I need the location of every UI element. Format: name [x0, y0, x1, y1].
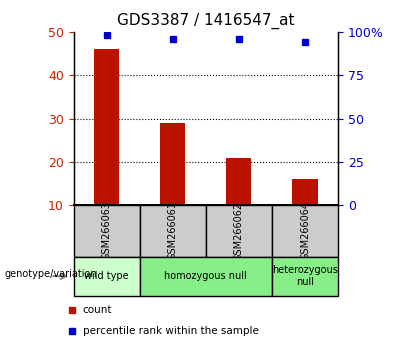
- Text: homozygous null: homozygous null: [164, 271, 247, 281]
- Text: genotype/variation: genotype/variation: [4, 269, 97, 279]
- Text: wild type: wild type: [84, 271, 129, 281]
- Bar: [74, 257, 139, 296]
- Text: percentile rank within the sample: percentile rank within the sample: [83, 326, 259, 336]
- Bar: [226, 158, 252, 205]
- Text: GSM266061: GSM266061: [168, 201, 178, 261]
- Bar: [272, 205, 338, 257]
- Bar: [160, 123, 185, 205]
- Text: count: count: [83, 305, 112, 315]
- Text: GSM266064: GSM266064: [300, 201, 310, 261]
- Bar: [139, 205, 206, 257]
- Text: heterozygous
null: heterozygous null: [272, 265, 338, 287]
- Text: GSM266063: GSM266063: [102, 201, 112, 261]
- Bar: [292, 179, 318, 205]
- Bar: [206, 205, 272, 257]
- Bar: [272, 257, 338, 296]
- Bar: [94, 49, 119, 205]
- Title: GDS3387 / 1416547_at: GDS3387 / 1416547_at: [117, 13, 294, 29]
- Bar: [139, 257, 272, 296]
- Text: GSM266062: GSM266062: [234, 201, 244, 261]
- Bar: [74, 205, 139, 257]
